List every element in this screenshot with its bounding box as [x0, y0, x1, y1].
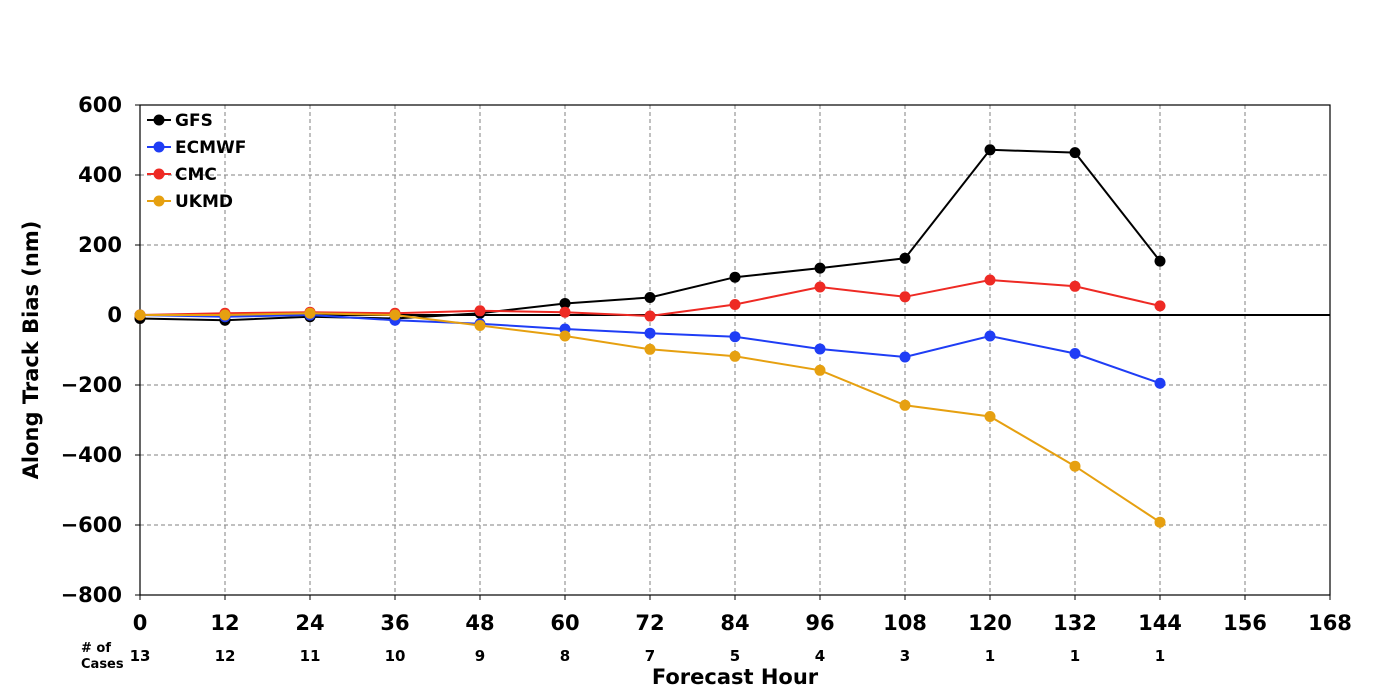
x-tick-label: 72 — [635, 611, 664, 635]
x-tick-label: 120 — [968, 611, 1012, 635]
data-point-gfs — [1154, 255, 1166, 267]
data-point-ukmd — [1154, 516, 1166, 528]
data-point-cmc — [644, 310, 656, 322]
y-tick-label: −200 — [61, 373, 122, 397]
x-tick-label: 0 — [133, 611, 148, 635]
data-point-ecmwf — [1069, 348, 1081, 359]
legend-label: ECMWF — [175, 138, 246, 158]
case-count: 9 — [475, 647, 485, 665]
data-point-ukmd — [729, 350, 741, 362]
case-count: 8 — [560, 647, 570, 665]
data-point-ukmd — [814, 364, 826, 376]
data-point-cmc — [559, 306, 571, 318]
x-tick-label: 84 — [720, 611, 749, 635]
data-point-cmc — [814, 281, 826, 293]
data-point-gfs — [899, 252, 911, 264]
case-count: 5 — [730, 647, 740, 665]
y-axis-ticks: 600 400 200 0 −200 −400 −600 −800 — [61, 93, 140, 607]
legend-label: UKMD — [175, 192, 233, 212]
data-point-gfs — [1069, 147, 1081, 159]
y-tick-label: −600 — [61, 513, 122, 537]
data-point-gfs — [559, 297, 571, 309]
legend-swatch-marker — [153, 168, 165, 180]
data-point-gfs — [729, 271, 741, 283]
legend: GFS ECMWF CMC UKMD — [147, 111, 246, 212]
case-count: 4 — [815, 647, 825, 665]
data-point-ecmwf — [1154, 377, 1166, 389]
legend-swatch-marker — [153, 141, 165, 153]
cases-header-line2: Cases — [81, 657, 124, 672]
legend-item-gfs: GFS — [147, 111, 213, 131]
data-point-cmc — [474, 305, 486, 317]
data-point-ecmwf — [899, 351, 911, 363]
data-point-ukmd — [474, 320, 486, 331]
legend-swatch-marker — [153, 114, 165, 126]
legend-label: CMC — [175, 165, 217, 185]
case-count: 12 — [215, 647, 236, 665]
case-count: 10 — [385, 647, 406, 665]
case-count: 13 — [130, 647, 151, 665]
y-tick-label: −400 — [61, 443, 122, 467]
case-count: 1 — [985, 647, 995, 665]
x-tick-label: 144 — [1138, 611, 1182, 635]
case-count: 3 — [900, 647, 910, 665]
legend-swatch-marker — [153, 195, 165, 207]
data-point-ukmd — [134, 309, 146, 321]
data-point-ecmwf — [814, 343, 826, 355]
x-tick-label: 96 — [805, 611, 834, 635]
x-axis-ticks: 0 12 24 36 48 60 72 84 96 108 120 132 144 156 168 — [133, 595, 1352, 635]
data-point-gfs — [814, 262, 826, 274]
data-point-cmc — [899, 291, 911, 303]
x-axis-label: Forecast Hour — [652, 665, 819, 689]
x-tick-label: 132 — [1053, 611, 1097, 635]
x-tick-label: 168 — [1308, 611, 1352, 635]
grid — [140, 105, 1330, 595]
data-point-cmc — [729, 299, 741, 310]
case-count: 1 — [1070, 647, 1080, 665]
x-tick-label: 12 — [210, 611, 239, 635]
data-point-ecmwf — [644, 327, 656, 339]
data-point-ecmwf — [729, 331, 741, 343]
x-tick-label: 36 — [380, 611, 409, 635]
x-tick-label: 48 — [465, 611, 494, 635]
case-count: 11 — [300, 647, 321, 665]
x-tick-label: 156 — [1223, 611, 1267, 635]
case-count: 1 — [1155, 647, 1165, 665]
data-point-ukmd — [1069, 460, 1081, 472]
legend-item-ukmd: UKMD — [147, 192, 233, 212]
series-group — [134, 144, 1166, 528]
y-tick-label: 600 — [78, 93, 122, 117]
legend-item-ecmwf: ECMWF — [147, 138, 246, 158]
data-point-ukmd — [899, 399, 911, 411]
data-point-ukmd — [559, 330, 571, 342]
legend-label: GFS — [175, 111, 213, 131]
data-point-cmc — [984, 274, 996, 286]
data-point-ukmd — [389, 309, 401, 321]
data-point-gfs — [984, 144, 996, 156]
case-count: 7 — [645, 647, 655, 665]
data-point-ecmwf — [984, 330, 996, 342]
data-point-ukmd — [644, 343, 656, 355]
y-axis-label: Along Track Bias (nm) — [19, 221, 43, 480]
data-point-cmc — [1154, 300, 1166, 312]
data-point-gfs — [644, 292, 656, 303]
x-tick-label: 60 — [550, 611, 579, 635]
x-tick-label: 24 — [295, 611, 324, 635]
cases-header-line1: # of — [81, 641, 111, 656]
x-tick-label: 108 — [883, 611, 927, 635]
y-tick-label: 400 — [78, 163, 122, 187]
y-tick-label: −800 — [61, 583, 122, 607]
data-point-ukmd — [219, 309, 231, 321]
data-point-ukmd — [304, 307, 316, 319]
legend-item-cmc: CMC — [147, 165, 217, 185]
y-tick-label: 0 — [107, 303, 122, 327]
cases-row: # of Cases 13 12 11 10 9 8 7 5 4 3 1 1 1 — [81, 641, 1165, 672]
y-tick-label: 200 — [78, 233, 122, 257]
data-point-ukmd — [984, 411, 996, 422]
series-ukmd — [134, 307, 1166, 528]
data-point-cmc — [1069, 280, 1081, 292]
